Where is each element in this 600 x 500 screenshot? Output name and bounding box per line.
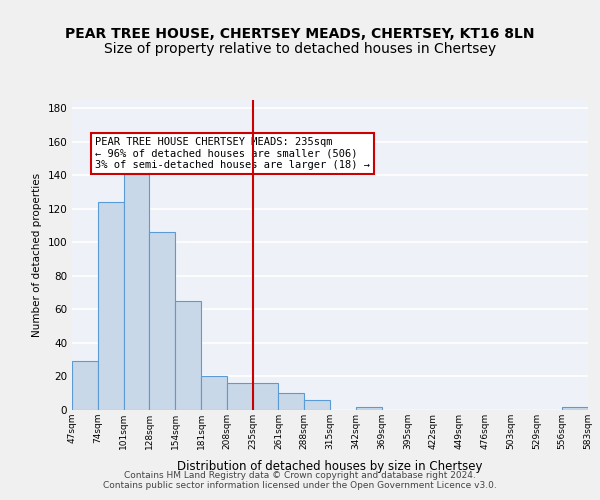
Bar bbox=[149, 232, 175, 410]
Text: Contains HM Land Registry data © Crown copyright and database right 2024.
Contai: Contains HM Land Registry data © Crown c… bbox=[103, 470, 497, 490]
Y-axis label: Number of detached properties: Number of detached properties bbox=[32, 173, 42, 337]
X-axis label: Distribution of detached houses by size in Chertsey: Distribution of detached houses by size … bbox=[177, 460, 483, 473]
Bar bbox=[278, 393, 304, 410]
Bar bbox=[562, 406, 588, 410]
Bar bbox=[304, 400, 330, 410]
Bar bbox=[201, 376, 227, 410]
Text: PEAR TREE HOUSE, CHERTSEY MEADS, CHERTSEY, KT16 8LN: PEAR TREE HOUSE, CHERTSEY MEADS, CHERTSE… bbox=[65, 28, 535, 42]
Bar bbox=[175, 301, 201, 410]
Bar bbox=[253, 383, 278, 410]
Bar bbox=[98, 202, 124, 410]
Bar bbox=[227, 383, 253, 410]
Text: Size of property relative to detached houses in Chertsey: Size of property relative to detached ho… bbox=[104, 42, 496, 56]
Bar bbox=[72, 362, 98, 410]
Bar bbox=[356, 406, 382, 410]
Bar bbox=[124, 158, 149, 410]
Text: PEAR TREE HOUSE CHERTSEY MEADS: 235sqm
← 96% of detached houses are smaller (506: PEAR TREE HOUSE CHERTSEY MEADS: 235sqm ←… bbox=[95, 137, 370, 170]
